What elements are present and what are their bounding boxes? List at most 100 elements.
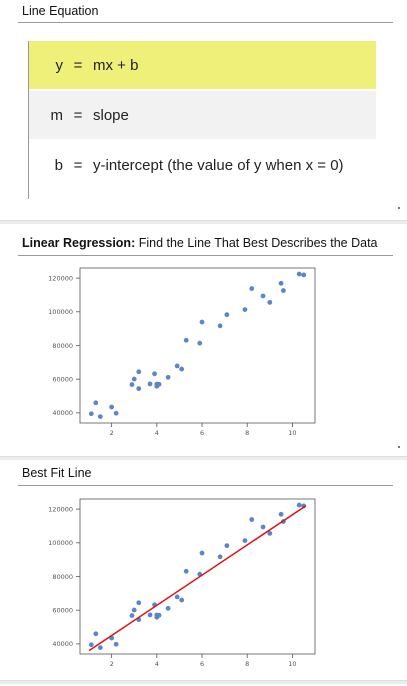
data-point [260, 293, 266, 299]
x-tick-label: 2 [110, 429, 114, 437]
equation-text: mx + b [93, 56, 139, 74]
data-point [97, 414, 103, 419]
data-point [152, 371, 157, 377]
data-point [113, 641, 119, 647]
data-point [179, 597, 185, 603]
data-point [224, 543, 230, 549]
data-point [296, 502, 302, 508]
plot-frame [79, 267, 316, 424]
equation-box: y = mx + b m = slope b = y-intercept (th… [28, 41, 376, 199]
data-point [113, 410, 119, 416]
best-fit-line [88, 505, 307, 652]
x-tick-label: 10 [288, 660, 296, 668]
plot-frame [79, 498, 316, 655]
scatter-chart: 40000 60000 80000 100000 120000 2 4 6 8 10 [48, 267, 316, 437]
intercept-text: y-intercept (the value of y when x = 0) [93, 156, 344, 174]
y-tick-label: 80000 [52, 342, 73, 350]
data-point [156, 381, 162, 387]
y-tick-label: 100000 [48, 539, 73, 547]
x-tick-label: 8 [245, 429, 249, 437]
data-point [136, 600, 142, 606]
equation-row-m: m = slope [29, 91, 376, 139]
title-underline [18, 485, 393, 486]
x-tick-label: 6 [200, 660, 204, 668]
data-point [93, 400, 99, 406]
data-point [88, 411, 94, 417]
data-point [183, 568, 189, 574]
title-underline [18, 255, 393, 256]
equation-row-b: b = y-intercept (the value of y when x =… [29, 141, 376, 189]
data-point [147, 381, 153, 387]
data-point [278, 280, 284, 286]
data-point [260, 524, 266, 530]
data-point [224, 312, 230, 318]
y-tick-label: 40000 [52, 409, 73, 417]
linear-regression-title: Linear Regression: Find the Line That Be… [22, 236, 378, 250]
data-point [267, 530, 273, 536]
best-fit-chart: 40000 60000 80000 100000 120000 2 4 6 8 10 [48, 498, 316, 668]
data-point [280, 288, 286, 293]
equals-sign: = [73, 156, 83, 174]
data-point [165, 605, 171, 611]
data-point [242, 307, 248, 313]
section-separator [0, 456, 407, 460]
section-separator [0, 680, 407, 684]
y-tick-label: 120000 [48, 505, 73, 513]
title-rest-part: Find the Line That Best Describes the Da… [135, 236, 378, 250]
data-point [165, 374, 171, 380]
x-tick-label: 6 [200, 429, 204, 437]
data-point [129, 382, 135, 387]
data-point [217, 554, 223, 560]
y-tick-label: 60000 [52, 375, 73, 383]
symbol-y: y [55, 56, 64, 74]
slope-text: slope [93, 106, 129, 124]
data-point [174, 363, 180, 369]
y-tick-label: 100000 [48, 308, 73, 316]
y-tick-label: 40000 [52, 640, 73, 648]
x-tick-label: 2 [110, 660, 114, 668]
data-point [131, 376, 137, 382]
data-point [199, 319, 205, 325]
data-point [147, 612, 153, 618]
title-bold-part: Linear Regression: [22, 236, 136, 250]
data-point [249, 517, 255, 522]
data-point [217, 323, 223, 329]
data-point [109, 404, 115, 410]
equals-sign: = [73, 56, 83, 74]
data-point [301, 272, 307, 278]
data-point [93, 631, 99, 637]
data-point [249, 286, 255, 291]
data-point [179, 366, 185, 372]
x-tick-label: 4 [155, 429, 159, 437]
data-point [199, 550, 205, 556]
x-tick-label: 8 [245, 660, 249, 668]
data-point [197, 340, 203, 346]
data-point [131, 607, 137, 613]
y-tick-label: 120000 [48, 274, 73, 282]
data-point [136, 369, 142, 375]
data-point [136, 386, 142, 392]
data-point [97, 645, 103, 650]
line-equation-title: Line Equation [22, 4, 99, 18]
data-point [183, 337, 189, 343]
y-tick-label: 80000 [52, 573, 73, 581]
corner-mark [398, 446, 400, 448]
symbol-b: b [54, 156, 63, 174]
y-tick-label: 60000 [52, 606, 73, 614]
data-point [156, 612, 162, 618]
equals-sign: = [73, 106, 83, 124]
data-point [296, 271, 302, 277]
x-tick-label: 4 [155, 660, 159, 668]
data-point [88, 642, 94, 648]
best-fit-title: Best Fit Line [22, 466, 92, 480]
section-separator [0, 220, 407, 224]
data-point [267, 299, 273, 305]
corner-mark [398, 207, 400, 209]
data-point [174, 594, 180, 600]
data-point [242, 538, 248, 544]
title-underline [18, 22, 393, 23]
symbol-m: m [50, 106, 64, 124]
data-point [278, 511, 284, 517]
equation-row-y: y = mx + b [29, 41, 376, 89]
x-tick-label: 10 [288, 429, 296, 437]
